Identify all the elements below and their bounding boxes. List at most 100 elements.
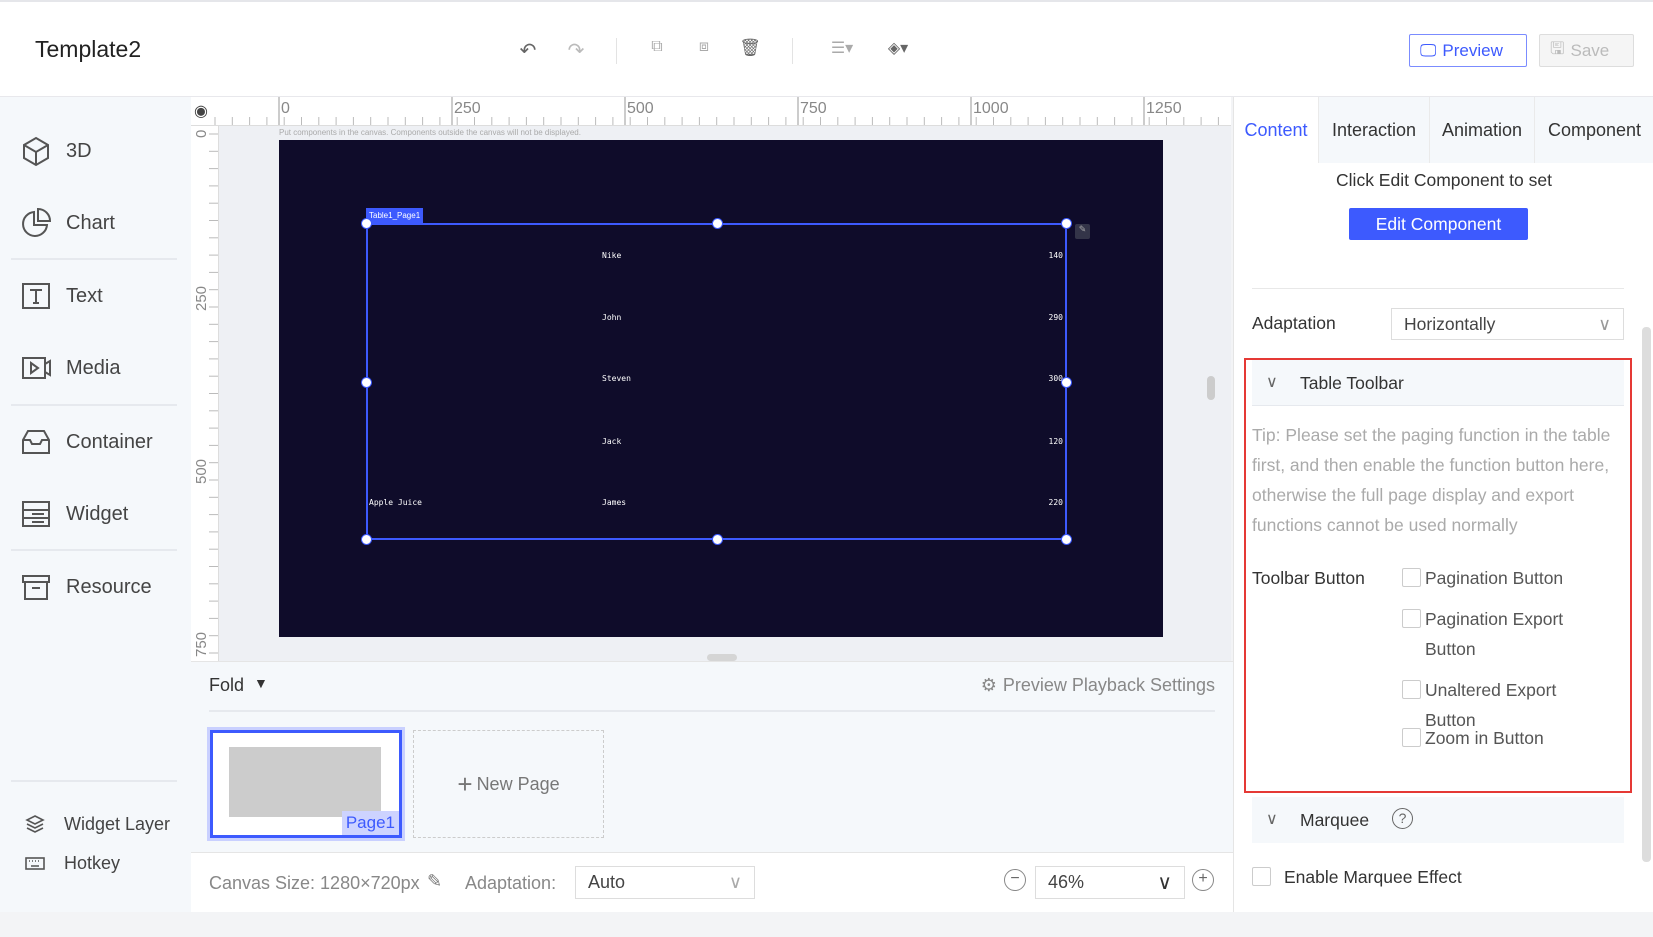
sidebar-item-resource[interactable]: Resource xyxy=(20,569,152,605)
resize-handle[interactable] xyxy=(1061,377,1072,388)
preview-button[interactable]: 🖵 Preview xyxy=(1409,34,1527,67)
ruler-tick-label: 1250 xyxy=(1146,100,1182,117)
sidebar-label: Text xyxy=(66,284,103,307)
playback-settings-label: Preview Playback Settings xyxy=(1002,675,1215,695)
pie-chart-icon xyxy=(22,207,52,237)
adaptation-select[interactable]: Auto ∨ xyxy=(575,866,755,899)
resize-handle[interactable] xyxy=(361,534,372,545)
table-cell-value: 220 xyxy=(1048,498,1063,507)
ruler-tick-label: 250 xyxy=(193,286,210,311)
edit-pencil-icon[interactable]: ✎ xyxy=(1075,224,1090,239)
property-panel: Content Interaction Animation Component … xyxy=(1233,97,1653,912)
monitor-icon: 🖵 xyxy=(1420,40,1437,60)
preview-label: Preview xyxy=(1442,40,1503,60)
option-checkbox[interactable] xyxy=(1402,609,1421,628)
edit-size-icon[interactable]: ✎ xyxy=(427,871,443,891)
zoom-in-icon[interactable]: + xyxy=(1192,869,1214,891)
help-icon[interactable]: ? xyxy=(1392,808,1413,829)
marquee-header[interactable]: ∨ Marquee ? xyxy=(1252,797,1624,843)
adaptation-select[interactable]: Horizontally ∨ xyxy=(1391,308,1624,340)
option-label: Zoom in Button xyxy=(1425,728,1544,748)
widget-layer-button[interactable]: Widget Layer xyxy=(24,806,170,842)
eye-icon[interactable]: ◉ xyxy=(194,103,208,120)
table-cell-name: Jack xyxy=(602,437,622,446)
hotkey-label: Hotkey xyxy=(64,852,121,873)
sidebar-item-3d[interactable]: 3D xyxy=(20,133,92,169)
table-cell-name: Nike xyxy=(602,251,622,260)
option-label: Pagination Export Button xyxy=(1425,609,1564,659)
new-page-button[interactable]: + New Page xyxy=(413,730,604,838)
align-icon[interactable]: ☰▾ xyxy=(830,40,854,57)
option-checkbox[interactable] xyxy=(1402,728,1421,747)
fold-toggle[interactable]: Fold ▼ xyxy=(209,675,268,696)
tab-content[interactable]: Content xyxy=(1234,97,1318,163)
canvas[interactable]: Table1_Page1 ✎ Nike 140 John 290 Steven 300 Ja… xyxy=(279,140,1163,637)
sidebar-item-chart[interactable]: Chart xyxy=(20,205,115,241)
widget-layer-label: Widget Layer xyxy=(64,813,171,834)
table-cell-product: Apple Juice xyxy=(369,498,422,507)
page-thumbnail[interactable]: Page1 xyxy=(207,727,405,841)
adaptation-label: Adaptation: xyxy=(465,873,557,893)
table-cell-name: James xyxy=(602,498,627,507)
chevron-down-icon: ∨ xyxy=(1266,811,1278,828)
table-cell-value: 120 xyxy=(1048,437,1063,446)
resize-handle[interactable] xyxy=(361,377,372,388)
ruler-tick-label: 500 xyxy=(627,100,654,117)
copy-icon[interactable]: ⧉ xyxy=(651,38,663,55)
sidebar-label: Widget xyxy=(66,502,129,525)
resize-handle[interactable] xyxy=(1061,534,1072,545)
ruler-tick-label: 0 xyxy=(193,130,210,138)
tab-component[interactable]: Component xyxy=(1534,97,1653,163)
sidebar-item-container[interactable]: Container xyxy=(20,424,153,460)
paste-icon[interactable]: ⧈ xyxy=(698,38,710,55)
chevron-down-icon: ∨ xyxy=(1266,374,1278,391)
tab-interaction[interactable]: Interaction xyxy=(1318,97,1429,163)
zoom-select[interactable]: 46% ∨ xyxy=(1035,866,1185,899)
option-checkbox[interactable] xyxy=(1402,568,1421,587)
zoom-out-icon[interactable]: − xyxy=(1004,869,1026,891)
resize-handle[interactable] xyxy=(361,218,372,229)
zoom-value: 46% xyxy=(1048,872,1085,892)
enable-marquee-checkbox[interactable] xyxy=(1252,867,1271,886)
canvas-stage: Put components in the canvas. Components… xyxy=(219,126,1231,661)
inbox-icon xyxy=(22,430,50,454)
layer-order-icon[interactable]: ◈▾ xyxy=(887,40,909,57)
horizontal-scrollbar[interactable] xyxy=(707,654,737,661)
component-sidebar: 3D Chart Text Media Container Widget Res… xyxy=(0,97,191,912)
chevron-down-icon: ∨ xyxy=(1598,313,1611,334)
save-button[interactable]: 🖫 Save xyxy=(1539,34,1634,67)
archive-icon xyxy=(22,575,50,600)
panel-scrollbar[interactable] xyxy=(1642,327,1651,862)
option-checkbox[interactable] xyxy=(1402,680,1421,699)
sidebar-item-text[interactable]: Text xyxy=(20,278,103,314)
undo-icon[interactable]: ↶ xyxy=(519,40,537,62)
resize-handle[interactable] xyxy=(1061,218,1072,229)
table-toolbar-header[interactable]: ∨ Table Toolbar xyxy=(1252,360,1624,406)
top-header: Template2 ↶ ↷ ⧉ ⧈ 🗑 ☰▾ ◈▾ 🖵 Preview 🖫 Save xyxy=(0,0,1653,97)
preview-playback-settings[interactable]: ⚙ Preview Playback Settings xyxy=(981,675,1215,696)
chevron-down-icon: ∨ xyxy=(1157,872,1172,894)
table-toolbar-highlight xyxy=(1244,358,1632,793)
canvas-footer: Canvas Size: 1280×720px ✎ Adaptation: Au… xyxy=(191,852,1233,912)
resize-handle[interactable] xyxy=(712,218,723,229)
table-cell-name: Steven xyxy=(602,374,631,383)
ruler-tick-label: 750 xyxy=(193,632,210,657)
horizontal-ruler: ◉ 0 250 500 750 1000 1250 xyxy=(191,97,1231,126)
redo-icon[interactable]: ↷ xyxy=(567,40,585,62)
enable-marquee-label: Enable Marquee Effect xyxy=(1284,867,1462,887)
adaptation-value: Auto xyxy=(588,872,626,892)
sidebar-item-media[interactable]: Media xyxy=(20,350,120,386)
caret-down-icon: ▼ xyxy=(254,675,268,691)
canvas-size: Canvas Size: 1280×720px xyxy=(209,873,420,893)
resize-handle[interactable] xyxy=(712,534,723,545)
hotkey-button[interactable]: Hotkey xyxy=(24,845,120,881)
new-page-label: New Page xyxy=(476,773,560,794)
table-component[interactable]: Table1_Page1 ✎ Nike 140 John 290 Steven 300 Ja… xyxy=(361,208,1090,545)
vertical-scrollbar[interactable] xyxy=(1207,376,1215,400)
edit-component-button[interactable]: Edit Component xyxy=(1349,208,1528,240)
canvas-hint: Put components in the canvas. Components… xyxy=(279,128,581,137)
tab-animation[interactable]: Animation xyxy=(1429,97,1534,163)
delete-icon[interactable]: 🗑 xyxy=(739,38,761,57)
table-cell-value: 300 xyxy=(1048,374,1063,383)
sidebar-item-widget[interactable]: Widget xyxy=(20,496,128,532)
